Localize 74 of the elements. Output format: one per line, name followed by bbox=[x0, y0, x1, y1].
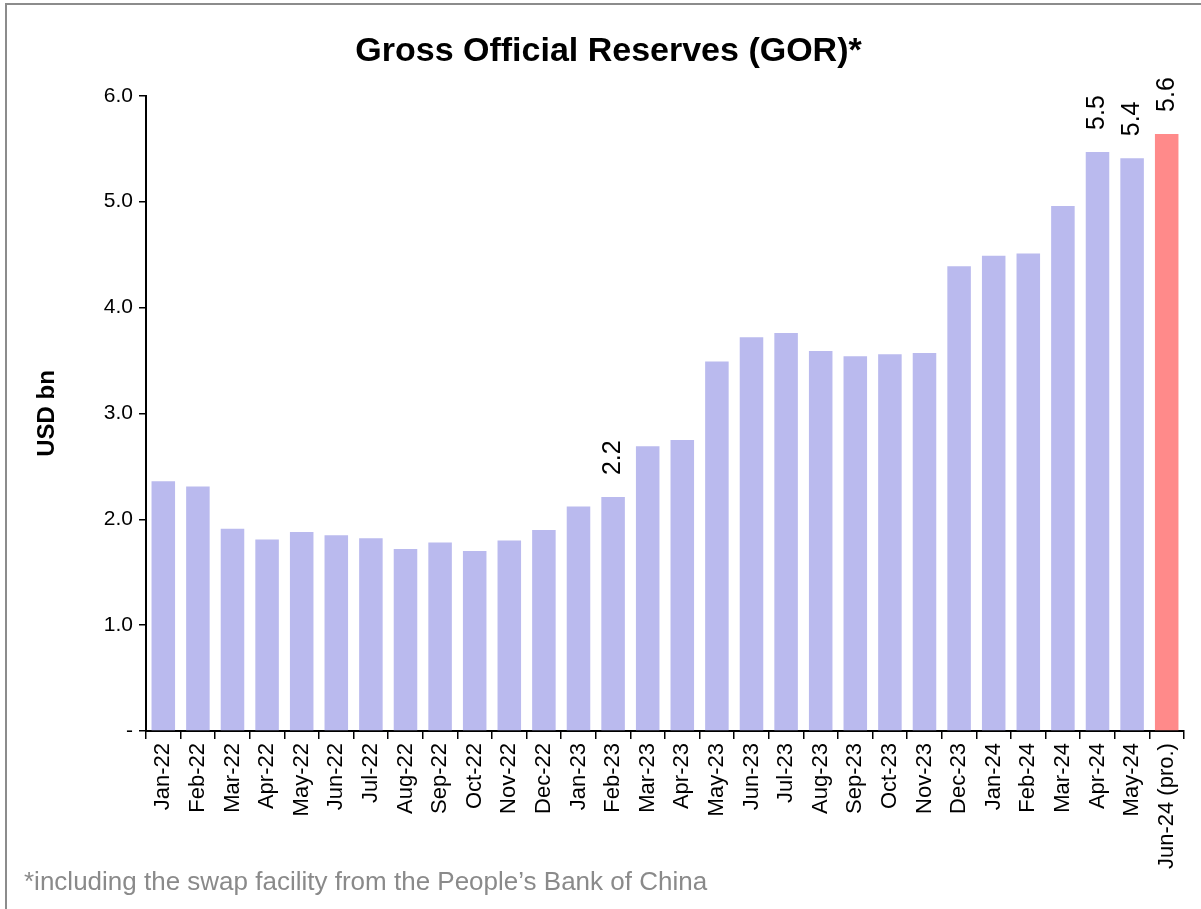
x-tick-label: Aug-22 bbox=[391, 743, 417, 815]
data-label: 5.4 bbox=[1115, 101, 1144, 137]
x-tick-label: Dec-23 bbox=[945, 743, 971, 814]
x-tick-label: Dec-22 bbox=[529, 743, 555, 814]
x-tick-label: Feb-24 bbox=[1014, 743, 1040, 813]
bar bbox=[393, 548, 418, 731]
x-tick-label: Jun-22 bbox=[322, 743, 348, 811]
bar bbox=[601, 497, 625, 731]
bar bbox=[462, 551, 487, 731]
x-tick-label: Jan-24 bbox=[979, 743, 1005, 811]
x-tick-label: May-24 bbox=[1118, 743, 1144, 817]
y-tick-label: 4.0 bbox=[103, 294, 133, 318]
bar bbox=[843, 356, 868, 731]
bar bbox=[497, 540, 522, 731]
x-tick-label: Apr-23 bbox=[668, 743, 694, 810]
y-axis-title: USD bn bbox=[32, 370, 60, 457]
bar bbox=[739, 337, 764, 731]
bar bbox=[1051, 205, 1075, 731]
x-tick-label: Apr-24 bbox=[1083, 743, 1109, 810]
x-tick-label: Jul-23 bbox=[772, 743, 798, 803]
x-tick-label: Feb-22 bbox=[183, 743, 209, 813]
bar bbox=[324, 535, 349, 731]
bar bbox=[670, 439, 695, 731]
bar bbox=[220, 528, 245, 731]
x-tick-label: Aug-23 bbox=[806, 743, 832, 815]
x-tick-label: Oct-22 bbox=[460, 743, 486, 810]
data-label: 2.2 bbox=[596, 440, 625, 476]
data-label: 5.6 bbox=[1150, 77, 1179, 112]
bar bbox=[912, 353, 937, 731]
x-tick-label: May-22 bbox=[287, 743, 313, 817]
x-tick-label: May-23 bbox=[702, 743, 728, 817]
bar bbox=[1085, 151, 1110, 731]
bar bbox=[151, 481, 176, 731]
bar bbox=[428, 542, 452, 731]
bar bbox=[289, 532, 314, 731]
y-tick-label: - bbox=[125, 717, 133, 741]
x-tick-label: Mar-23 bbox=[633, 743, 659, 813]
text: *including the swap facility from the People’s Bank of China bbox=[24, 866, 708, 897]
x-tick-label: Mar-24 bbox=[1048, 743, 1074, 813]
bar bbox=[878, 354, 902, 731]
bar bbox=[635, 446, 660, 731]
x-tick-label: Sep-23 bbox=[841, 743, 867, 815]
x-tick-label: Jan-22 bbox=[149, 743, 175, 811]
bar bbox=[1120, 158, 1144, 731]
data-label: 5.5 bbox=[1081, 95, 1110, 130]
y-tick-label: 2.0 bbox=[103, 506, 133, 530]
x-tick-label: Sep-22 bbox=[426, 743, 452, 815]
bar bbox=[186, 486, 210, 731]
bar bbox=[947, 266, 971, 731]
y-tick-label: 6.0 bbox=[103, 82, 133, 106]
bar bbox=[808, 350, 833, 731]
bar bbox=[566, 506, 591, 731]
bar bbox=[532, 529, 556, 731]
x-tick-label: Apr-22 bbox=[253, 743, 279, 810]
chart-title: Gross Official Reserves (GOR)* bbox=[355, 29, 863, 68]
x-tick-label: Jan-23 bbox=[564, 743, 590, 811]
bar bbox=[981, 255, 1006, 731]
x-tick-label: Jul-22 bbox=[356, 743, 382, 803]
bar bbox=[255, 539, 279, 731]
bar bbox=[359, 538, 383, 731]
y-tick-label: 3.0 bbox=[103, 400, 133, 424]
bar bbox=[1154, 133, 1179, 731]
x-tick-label: Feb-23 bbox=[599, 743, 625, 813]
bar bbox=[774, 332, 798, 731]
bar bbox=[705, 361, 729, 731]
y-tick-label: 1.0 bbox=[103, 611, 133, 635]
x-tick-label: Oct-23 bbox=[875, 743, 901, 810]
x-tick-label: Jun-24 (pro.) bbox=[1152, 743, 1178, 870]
x-tick-label: Nov-23 bbox=[910, 743, 936, 814]
bar bbox=[1016, 253, 1041, 731]
x-tick-label: Mar-22 bbox=[218, 743, 244, 813]
y-tick-label: 5.0 bbox=[103, 188, 133, 212]
x-tick-label: Jun-23 bbox=[737, 743, 763, 811]
x-tick-label: Nov-22 bbox=[495, 743, 521, 814]
